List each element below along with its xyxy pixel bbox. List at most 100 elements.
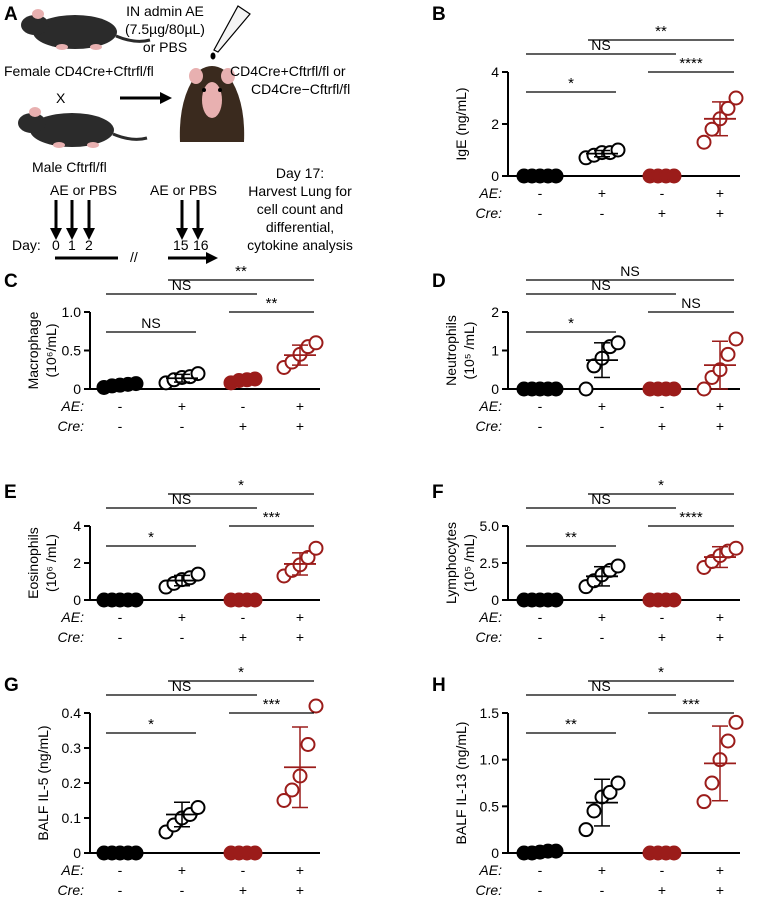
significance-label: NS — [172, 277, 191, 293]
cre-value: - — [600, 418, 605, 434]
data-point — [128, 376, 144, 392]
day-15: 15 — [173, 237, 189, 253]
data-point — [586, 803, 602, 819]
y-tick-label: 0 — [491, 381, 499, 397]
ae-value: - — [660, 862, 665, 878]
significance-label: NS — [681, 295, 700, 311]
cre-value: - — [600, 629, 605, 645]
data-point — [128, 592, 144, 608]
ae-value: - — [538, 862, 543, 878]
ae-value: - — [660, 398, 665, 414]
panel-letter-g: G — [4, 675, 19, 696]
day-0: 0 — [52, 237, 60, 253]
cre-value: + — [239, 629, 247, 645]
cre-value: + — [658, 882, 666, 898]
data-point — [190, 800, 206, 815]
data-point — [728, 90, 744, 106]
data-point — [728, 540, 744, 556]
cre-value: + — [296, 418, 304, 434]
data-point — [610, 142, 626, 158]
data-point — [666, 845, 682, 861]
significance-label: NS — [591, 37, 610, 53]
y-tick-label: 4 — [491, 64, 499, 80]
data-point — [720, 733, 736, 749]
significance-label: * — [658, 664, 664, 681]
y-tick-label: 2 — [491, 304, 499, 320]
significance-label: * — [658, 477, 664, 494]
ae-row-label: AE: — [60, 609, 84, 625]
y-tick-label: 0.2 — [62, 775, 82, 791]
ae-or-pbs-label-2: AE or PBS — [150, 182, 217, 198]
cre-row-label: Cre: — [476, 629, 503, 645]
significance-label: * — [568, 75, 574, 92]
significance-label: * — [148, 529, 154, 546]
ae-value: - — [241, 609, 246, 625]
dose-arrows — [50, 200, 204, 240]
significance-label: ** — [266, 295, 278, 312]
data-point — [720, 346, 736, 362]
data-point — [276, 793, 292, 808]
ae-value: - — [538, 398, 543, 414]
ae-value: + — [296, 862, 304, 878]
panel-letter-e: E — [4, 482, 17, 503]
ae-value: + — [178, 609, 186, 625]
data-point — [300, 737, 316, 752]
y-tick-label: 0.4 — [62, 705, 82, 721]
significance-label: NS — [591, 678, 610, 694]
y-axis-label: BALF IL-5 (ng/mL) — [35, 725, 51, 840]
ae-value: + — [716, 185, 724, 201]
ae-row-label: AE: — [60, 398, 84, 414]
cre-value: - — [118, 418, 123, 434]
cre-value: - — [118, 629, 123, 645]
ae-value: + — [598, 398, 606, 414]
ae-value: - — [660, 185, 665, 201]
y-tick-label: 1.0 — [62, 304, 82, 320]
cre-row-label: Cre: — [476, 205, 503, 221]
significance-label: *** — [263, 696, 281, 713]
significance-label: NS — [591, 277, 610, 293]
cre-value: + — [658, 205, 666, 221]
cre-value: - — [118, 882, 123, 898]
y-axis-label: Lymphocytes — [443, 522, 459, 604]
harvest-line-2: Harvest Lung for — [248, 183, 352, 199]
panel-letter-f: F — [432, 482, 444, 503]
data-point — [728, 331, 744, 347]
panel-letter-b: B — [432, 4, 446, 25]
cre-value: + — [716, 205, 724, 221]
panel-a-schematic: A Female CD4Cre+Cftrfl/fl X Male Cftrfl/… — [4, 3, 353, 265]
data-point — [704, 775, 720, 791]
significance-label: **** — [679, 55, 703, 72]
cre-row-label: Cre: — [58, 882, 85, 898]
panel-letter-a: A — [4, 4, 18, 25]
cre-value: - — [600, 882, 605, 898]
cre-value: + — [658, 418, 666, 434]
significance-label: NS — [172, 678, 191, 694]
harvest-line-4: differential, — [266, 219, 334, 235]
ae-value: + — [178, 862, 186, 878]
cre-value: + — [716, 882, 724, 898]
data-point — [578, 822, 594, 838]
y-tick-label: 0 — [491, 592, 499, 608]
y-axis-unit-label: (10⁶ /mL) — [43, 534, 59, 592]
y-tick-label: 1 — [491, 343, 499, 359]
admin-line-1: IN admin AE — [126, 3, 204, 19]
significance-label: ** — [655, 23, 667, 40]
significance-label: ** — [565, 529, 577, 546]
ae-row-label: AE: — [478, 862, 502, 878]
y-tick-label: 0 — [491, 845, 499, 861]
ae-value: - — [118, 398, 123, 414]
ae-row-label: AE: — [478, 398, 502, 414]
significance-label: * — [568, 315, 574, 332]
ae-value: + — [716, 862, 724, 878]
day-16: 16 — [193, 237, 209, 253]
y-tick-label: 1.5 — [480, 705, 500, 721]
data-point — [247, 592, 263, 608]
data-point — [190, 566, 206, 582]
cre-value: - — [538, 882, 543, 898]
ae-value: + — [716, 398, 724, 414]
y-tick-label: 2 — [73, 555, 81, 571]
y-tick-label: 0.3 — [62, 740, 82, 756]
